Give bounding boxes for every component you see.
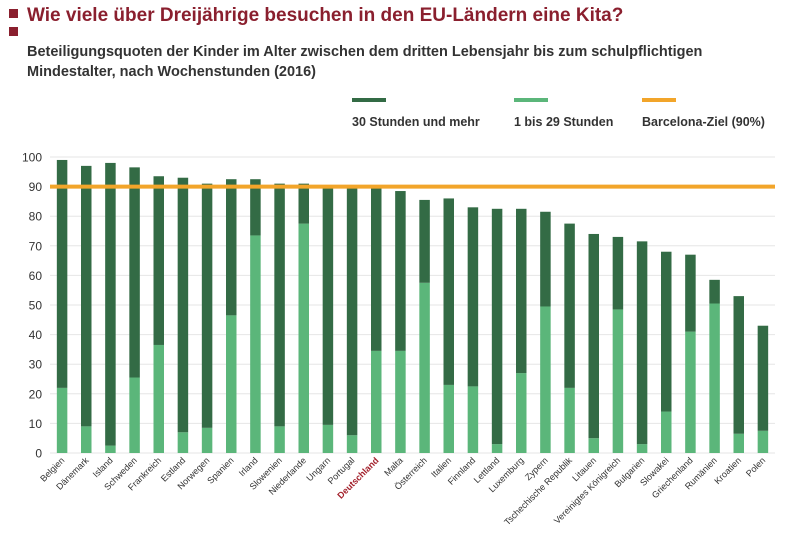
chart-title: Wie viele über Dreijährige besuchen in d… — [27, 5, 624, 26]
bar-segment-full — [153, 176, 164, 345]
bar-segment-part — [395, 350, 406, 453]
bar-segment-part — [540, 306, 551, 453]
y-tick-label: 60 — [29, 269, 43, 283]
bar-segment-full — [201, 183, 213, 428]
bar-segment-full — [733, 296, 744, 434]
chart-subtitle: Beteiligungsquoten der Kinder im Alter z… — [27, 44, 703, 80]
bar-segment-part — [661, 411, 672, 453]
legend-swatch-part — [514, 98, 548, 102]
bar-segment-full — [757, 325, 769, 431]
bar-segment-part — [709, 303, 720, 453]
y-tick-label: 40 — [29, 328, 43, 342]
y-tick-label: 30 — [29, 358, 43, 372]
bar-segment-full — [685, 254, 696, 332]
bar-segment-full — [371, 186, 382, 351]
bar-segment-part — [588, 438, 599, 453]
bar-segment-part — [153, 344, 164, 453]
bar-segment-part — [56, 387, 68, 453]
y-tick-label: 0 — [35, 447, 42, 461]
x-tick-label: Polen — [744, 455, 767, 478]
bar-segment-part — [346, 435, 358, 453]
bar-segment-part — [274, 426, 285, 453]
legend-label-target: Barcelona-Ziel (90%) — [642, 115, 765, 129]
bar-segment-part — [105, 445, 116, 453]
bar-segment-full — [346, 186, 358, 436]
bar-segment-full — [491, 208, 503, 445]
bar-segment-full — [322, 188, 334, 425]
bar-segment-full — [129, 167, 140, 378]
bar-segment-full — [395, 191, 406, 351]
bar-segment-part — [467, 386, 479, 453]
bar-segment-part — [419, 282, 430, 453]
bar-segment-full — [298, 183, 309, 224]
y-tick-label: 100 — [22, 151, 42, 165]
bar-segment-full — [105, 162, 116, 446]
legend-swatch-target — [642, 98, 676, 102]
bar-segment-full — [81, 165, 92, 427]
bar-segment-full — [709, 279, 720, 304]
bar-segment-full — [443, 198, 454, 385]
bar-segment-part — [757, 430, 769, 453]
bar-segment-full — [588, 233, 599, 439]
bar-segment-full — [226, 179, 237, 316]
decorative-square-bottom — [9, 27, 18, 36]
bar-segment-full — [516, 208, 527, 374]
x-tick-label: Spanien — [205, 455, 235, 485]
bar-segment-full — [56, 159, 68, 388]
bar-segment-part — [371, 350, 382, 453]
bar-segment-part — [443, 384, 454, 453]
y-tick-label: 80 — [29, 210, 43, 224]
bar-segment-full — [612, 236, 624, 310]
bar-segment-full — [540, 211, 551, 307]
y-tick-label: 10 — [29, 417, 43, 431]
bar-segment-full — [636, 241, 648, 445]
bar-segment-full — [274, 183, 285, 427]
bar-segment-part — [636, 444, 648, 453]
bar-segment-part — [612, 309, 624, 453]
bar-segment-full — [177, 177, 189, 433]
bar-segment-full — [419, 199, 430, 283]
bar-segment-part — [250, 235, 261, 453]
x-tick-label: Kroatien — [712, 455, 743, 486]
bar-segment-part — [226, 315, 237, 453]
y-tick-label: 70 — [29, 239, 43, 253]
y-tick-label: 50 — [29, 299, 43, 313]
bar-segment-part — [322, 424, 334, 453]
decorative-square-top — [9, 9, 18, 18]
legend-label-full: 30 Stunden und mehr — [352, 115, 480, 129]
y-tick-label: 20 — [29, 387, 43, 401]
bar-segment-full — [661, 251, 672, 412]
legend-swatch-full — [352, 98, 386, 102]
legend-label-part: 1 bis 29 Stunden — [514, 115, 614, 129]
bar-segment-full — [564, 223, 575, 388]
bar-segment-part — [491, 444, 503, 453]
bar-segment-part — [201, 427, 213, 453]
bar-segment-part — [298, 223, 309, 453]
bar-segment-full — [250, 179, 261, 236]
y-tick-label: 90 — [29, 180, 43, 194]
bar-segment-full — [467, 207, 479, 387]
bar-segment-part — [516, 373, 527, 453]
bar-segment-part — [733, 433, 744, 453]
bar-segment-part — [129, 377, 140, 453]
bar-segment-part — [177, 432, 189, 453]
bar-segment-part — [81, 426, 92, 453]
bar-segment-part — [685, 331, 696, 453]
bar-segment-part — [564, 387, 575, 453]
